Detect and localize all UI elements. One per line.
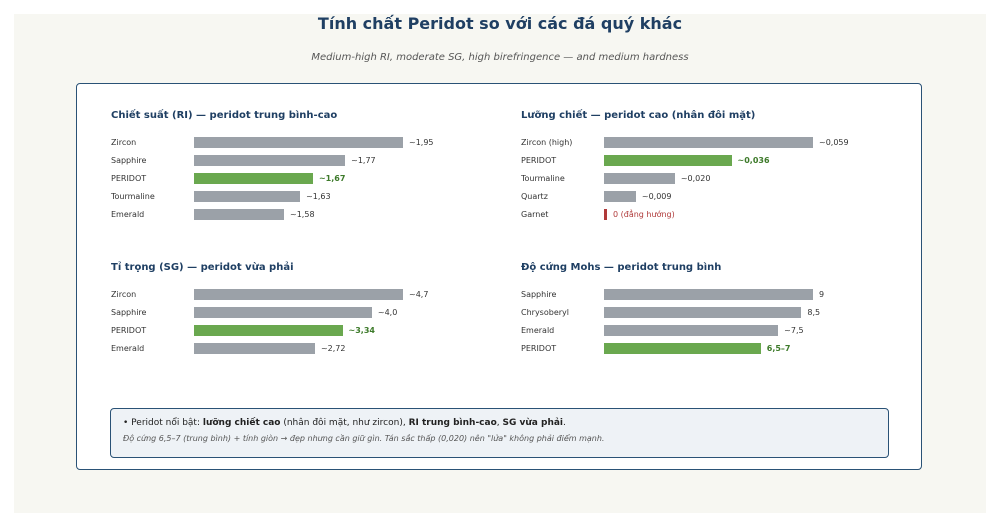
bar-row: Sapphire ~4,0 (111, 307, 491, 319)
value-label: ~0,009 (641, 192, 672, 201)
bar-row: Emerald ~7,5 (521, 325, 901, 337)
value-label: ~4,7 (409, 290, 429, 299)
page-title: Tính chất Peridot so với các đá quý khác (317, 14, 683, 33)
bar (604, 209, 607, 220)
value-label: ~0,020 (680, 174, 711, 183)
summary-note: • Peridot nổi bật: lưỡng chiết cao (nhân… (110, 408, 889, 458)
summary-note-part: • Peridot nổi bật: (123, 418, 203, 428)
summary-note-highlights: • Peridot nổi bật: lưỡng chiết cao (nhân… (123, 418, 876, 428)
chart-specific-gravity: Tỉ trọng (SG) — peridot vừa phải Zircon ~4… (111, 262, 491, 382)
summary-note-part: RI trung bình-cao (408, 418, 497, 428)
bar (194, 343, 315, 354)
bar-row: PERIDOT ~0,036 (521, 155, 901, 167)
bar (604, 191, 636, 202)
chart-title: Tỉ trọng (SG) — peridot vừa phải (111, 262, 294, 273)
summary-note-part: . (563, 418, 566, 428)
value-label: 0 (đẳng hướng) (613, 210, 675, 219)
chart-title: Chiết suất (RI) — peridot trung bình-cao (111, 110, 338, 121)
category-label: Quartz (521, 192, 548, 201)
bar (194, 191, 301, 202)
bar-row: Zircon (high) ~0,059 (521, 137, 901, 149)
category-label: PERIDOT (111, 326, 147, 335)
bar-row: Tourmaline ~1,63 (111, 191, 491, 203)
value-label: ~2,72 (320, 344, 346, 353)
bar (604, 289, 813, 300)
category-label: Chrysoberyl (521, 308, 569, 317)
value-label: 6,5–7 (766, 344, 791, 353)
category-label: Emerald (111, 210, 145, 219)
bar-row: Zircon ~4,7 (111, 289, 491, 301)
value-label: ~1,63 (306, 192, 331, 201)
bar (194, 289, 403, 300)
bar-row: Emerald ~2,72 (111, 343, 491, 355)
value-label: ~1,95 (409, 138, 434, 147)
bar-row: Quartz ~0,009 (521, 191, 901, 203)
category-label: Zircon (high) (521, 138, 573, 147)
page-subtitle: Medium-high RI, moderate SG, high birefr… (311, 52, 689, 63)
bar (194, 209, 285, 220)
bar (604, 137, 813, 148)
bar (194, 155, 346, 166)
value-label: ~0,059 (819, 138, 849, 147)
bar-row: Sapphire ~1,77 (111, 155, 491, 167)
summary-note-part: (nhân đôi mặt, như zircon), (280, 418, 409, 428)
category-label: PERIDOT (521, 156, 557, 165)
value-label: ~1,67 (318, 174, 346, 183)
value-label: ~3,34 (348, 326, 375, 335)
chart-birefringence: Lưỡng chiết — peridot cao (nhân đôi mặt)… (521, 110, 901, 230)
bar-row: Chrysoberyl 8,5 (521, 307, 901, 319)
category-label: Sapphire (111, 308, 147, 317)
category-label: Tourmaline (111, 192, 155, 201)
bar (604, 343, 761, 354)
summary-note-part: SG vừa phải (502, 418, 564, 428)
bar (194, 307, 372, 318)
bar-row: Zircon ~1,95 (111, 137, 491, 149)
summary-note-part: lưỡng chiết cao (202, 418, 281, 428)
value-label: 9 (819, 290, 825, 299)
bar (194, 173, 313, 184)
category-label: Garnet (521, 210, 549, 219)
category-label: Zircon (111, 138, 137, 147)
category-label: Zircon (111, 290, 137, 299)
value-label: ~1,58 (290, 210, 315, 219)
summary-note-part: , (496, 418, 503, 428)
value-label: ~4,0 (377, 308, 398, 317)
bar (194, 137, 403, 148)
chart-refractive-index: Chiết suất (RI) — peridot trung bình-cao… (111, 110, 491, 230)
category-label: Emerald (521, 326, 555, 335)
category-label: PERIDOT (111, 174, 147, 183)
category-label: Tourmaline (521, 174, 565, 183)
category-label: Sapphire (521, 290, 557, 299)
category-label: Sapphire (111, 156, 147, 165)
bar-row: Sapphire 9 (521, 289, 901, 301)
chart-title: Độ cứng Mohs — peridot trung bình (521, 262, 722, 273)
bar (604, 325, 779, 336)
bar-row: PERIDOT ~3,34 (111, 325, 491, 337)
chart-title: Lưỡng chiết — peridot cao (nhân đôi mặt) (521, 110, 756, 121)
bar-row: PERIDOT ~1,67 (111, 173, 491, 185)
bar-row: Tourmaline ~0,020 (521, 173, 901, 185)
bar (604, 173, 675, 184)
bar-row: PERIDOT 6,5–7 (521, 343, 901, 355)
bar (194, 325, 343, 336)
summary-note-detail: Độ cứng 6,5–7 (trung bình) + tính giòn →… (123, 434, 605, 443)
value-label: ~7,5 (784, 326, 804, 335)
value-label: ~0,036 (737, 156, 770, 165)
bar (604, 155, 732, 166)
category-label: Emerald (111, 344, 145, 353)
category-label: PERIDOT (521, 344, 557, 353)
bar (604, 307, 802, 318)
value-label: ~1,77 (351, 156, 376, 165)
bar-row: Emerald ~1,58 (111, 209, 491, 221)
value-label: 8,5 (807, 308, 821, 317)
chart-mohs-hardness: Độ cứng Mohs — peridot trung bình Sapphir… (521, 262, 901, 382)
bar-row: Garnet 0 (đẳng hướng) (521, 209, 901, 221)
